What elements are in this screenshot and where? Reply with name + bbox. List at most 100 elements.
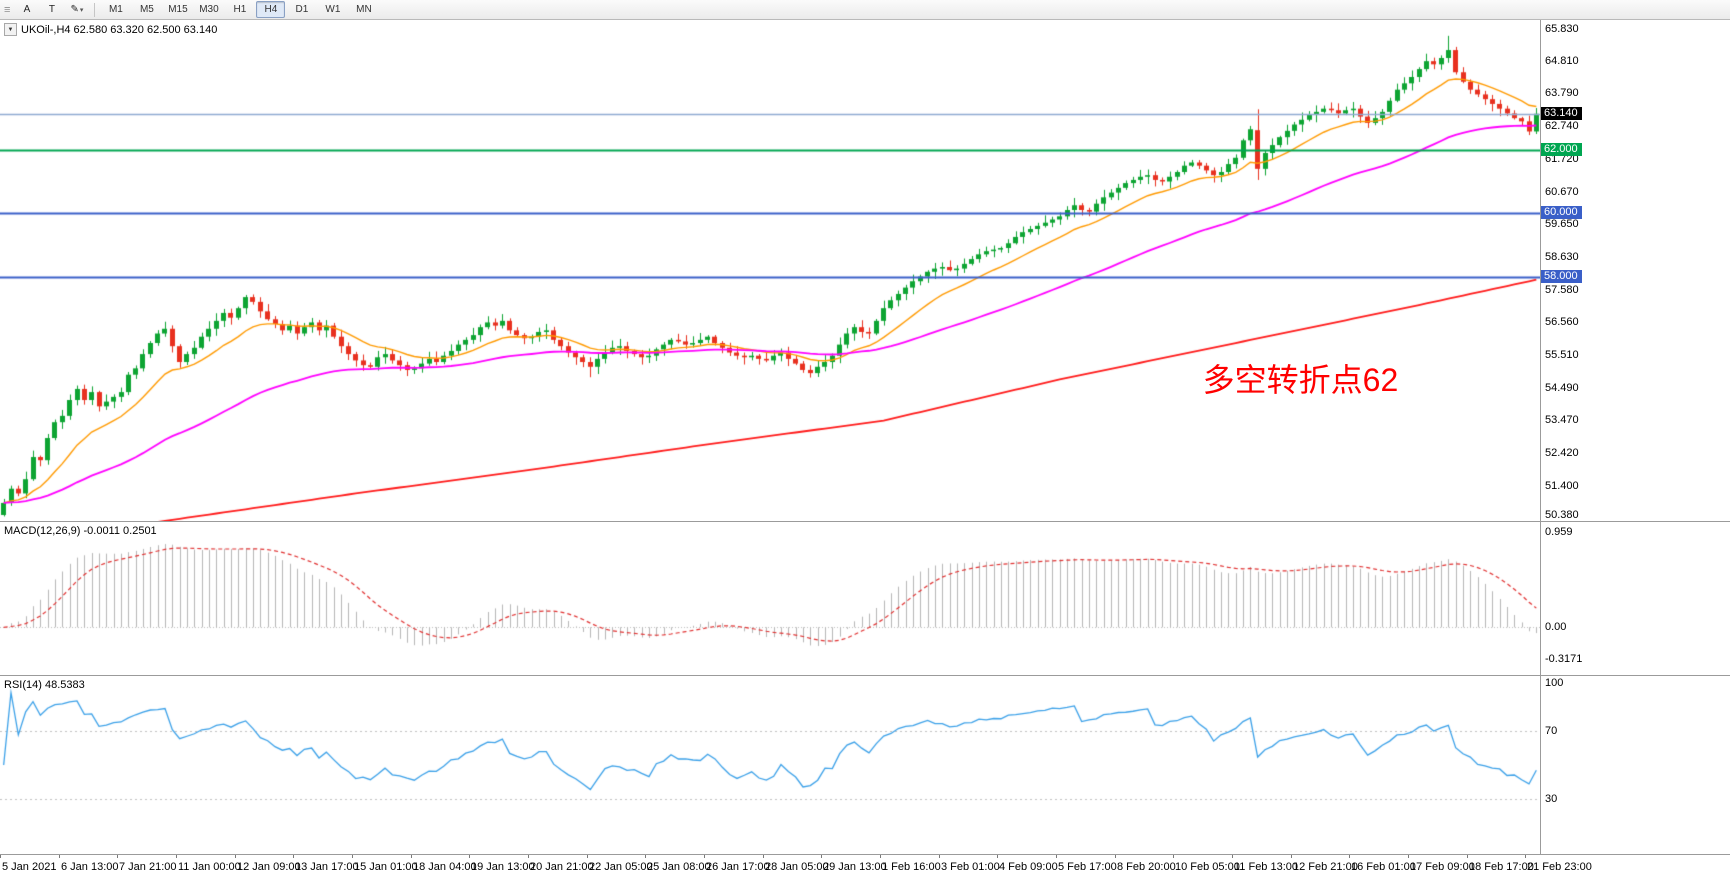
toolbar-grip-icon: ≡ [4, 3, 11, 16]
price-axis-label: 50.380 [1545, 509, 1579, 521]
macd-axis-label: -0.3171 [1545, 652, 1583, 665]
time-axis-label: 3 Feb 01:00 [941, 861, 1000, 873]
time-axis-label: 22 Jan 05:00 [589, 861, 653, 873]
time-axis-label: 13 Jan 17:00 [295, 861, 359, 873]
time-axis-label: 4 Feb 09:00 [999, 861, 1058, 873]
time-axis-label: 5 Feb 17:00 [1058, 861, 1117, 873]
dropdown-caret-icon: ▾ [79, 6, 84, 14]
time-axis-label: 5 Jan 2021 [2, 861, 57, 873]
macd-indicator-panel: MACD(12,26,9) -0.0011 0.2501 0.959 0.00 -0… [0, 522, 1730, 676]
time-axis-tick [411, 855, 412, 858]
macd-values: -0.0011 0.2501 [83, 525, 157, 537]
time-axis-label: 25 Jan 08:00 [647, 861, 711, 873]
time-axis-label: 8 Feb 20:00 [1117, 861, 1176, 873]
hline-price-badge: 62.000 [1541, 142, 1582, 156]
price-axis-label: 53.470 [1545, 413, 1579, 426]
hline-price-badge: 58.000 [1541, 269, 1582, 283]
chart-annotation-text[interactable]: 多空转折点62 [1202, 362, 1399, 399]
time-axis-tick [469, 855, 470, 858]
rsi-indicator-panel: RSI(14) 48.5383 100 70 30 [0, 676, 1730, 855]
timeframe-W1-button[interactable]: W1 [325, 4, 341, 15]
time-axis-label: 11 Feb 13:00 [1234, 861, 1299, 873]
cursor-tool-button[interactable]: A [23, 4, 31, 15]
time-axis-label: 12 Jan 09:00 [237, 861, 301, 873]
price-axis-label: 59.650 [1545, 218, 1579, 231]
time-axis-tick [704, 855, 705, 858]
time-axis-tick [645, 855, 646, 858]
timeframe-MN-button[interactable]: MN [356, 4, 372, 15]
pencil-icon: ✎ [70, 4, 79, 15]
timeframe-M5-button[interactable]: M5 [139, 4, 154, 15]
rsi-axis-label: 70 [1545, 725, 1558, 737]
timeframe-H1-button[interactable]: H1 [233, 4, 247, 15]
time-axis[interactable]: 5 Jan 2021 6 Jan 13:00 7 Jan 21:00 11 Jan 0… [0, 855, 1730, 878]
rsi-name: RSI(14) [4, 679, 42, 691]
time-axis-tick [1349, 855, 1350, 858]
price-axis-label: 51.400 [1545, 479, 1579, 492]
time-axis-tick [1056, 855, 1057, 858]
time-axis-label: 18 Feb 17:00 [1469, 861, 1534, 873]
hline-price-badge: 60.000 [1541, 206, 1582, 220]
time-axis-tick [1525, 855, 1526, 858]
macd-chart-canvas[interactable] [0, 522, 1540, 675]
symbol-ohlc-text: UKOil-,H4 62.580 63.320 62.500 63.140 [21, 23, 218, 36]
time-axis-tick [176, 855, 177, 858]
macd-axis[interactable]: 0.959 0.00 -0.3171 [1540, 522, 1730, 675]
price-axis-label: 52.420 [1545, 447, 1579, 460]
time-axis-tick [1115, 855, 1116, 858]
time-axis-tick [763, 855, 764, 858]
rsi-axis[interactable]: 100 70 30 [1540, 676, 1730, 854]
time-axis-tick [235, 855, 236, 858]
price-axis-label: 62.740 [1545, 120, 1579, 133]
text-tool-button[interactable]: T [48, 4, 55, 15]
timeframe-H4-button[interactable]: H4 [256, 1, 286, 18]
time-axis-tick [939, 855, 940, 858]
price-axis-label: 56.560 [1545, 316, 1579, 329]
price-axis-label: 58.630 [1545, 250, 1579, 263]
time-axis-label: 17 Feb 09:00 [1410, 861, 1475, 873]
price-axis-label: 57.580 [1545, 283, 1579, 296]
price-axis-label: 65.830 [1545, 22, 1579, 35]
rsi-value: 48.5383 [44, 679, 85, 691]
macd-axis-label: 0.959 [1545, 526, 1573, 539]
price-axis[interactable]: 65.830 64.810 63.790 62.740 61.720 60.670 59.6… [1540, 20, 1730, 521]
time-axis-label: 7 Jan 21:00 [119, 861, 177, 873]
time-axis-tick [0, 855, 1, 858]
time-axis-label: 26 Jan 17:00 [706, 861, 770, 873]
time-axis-tick [997, 855, 998, 858]
timeframe-M1-button[interactable]: M1 [108, 4, 123, 15]
time-axis-label: 29 Jan 13:00 [823, 861, 887, 873]
current-price-badge: 63.140 [1541, 106, 1582, 120]
time-axis-tick [1173, 855, 1174, 858]
time-axis-label: 15 Jan 01:00 [354, 861, 418, 873]
time-axis-label: 10 Feb 05:00 [1175, 861, 1240, 873]
symbol-ohlc-label: ▼ UKOil-,H4 62.580 63.320 62.500 63.140 [4, 23, 217, 36]
time-axis-label: 19 Jan 13:00 [471, 861, 535, 873]
top-toolbar: ≡ A T ✎ ▾ M1 M5 M15 M30 H1 H4 D1 W1 MN [0, 0, 1730, 20]
time-axis-tick [587, 855, 588, 858]
time-axis-tick [1467, 855, 1468, 858]
timeframe-M15-button[interactable]: M15 [168, 4, 188, 15]
price-axis-label: 63.790 [1545, 87, 1579, 100]
time-axis-tick [1408, 855, 1409, 858]
price-axis-label: 55.510 [1545, 349, 1579, 362]
macd-name: MACD(12,26,9) [4, 525, 81, 537]
macd-label: MACD(12,26,9) -0.0011 0.2501 [4, 525, 157, 537]
timeframe-D1-button[interactable]: D1 [295, 4, 309, 15]
time-axis-tick [117, 855, 118, 858]
time-axis-tick [1291, 855, 1292, 858]
draw-color-tool-button[interactable]: ✎ ▾ [64, 1, 89, 19]
time-axis-label: 28 Jan 05:00 [765, 861, 829, 873]
timeframe-M30-button[interactable]: M30 [199, 4, 219, 15]
time-axis-label: 6 Jan 13:00 [61, 861, 119, 873]
time-axis-label: 20 Jan 21:00 [530, 861, 594, 873]
collapse-chart-icon[interactable]: ▼ [4, 23, 17, 36]
candlestick-chart-canvas[interactable] [0, 20, 1540, 521]
time-axis-tick [528, 855, 529, 858]
rsi-label: RSI(14) 48.5383 [4, 679, 85, 691]
price-chart-panel: ▼ UKOil-,H4 62.580 63.320 62.500 63.140 … [0, 20, 1730, 522]
rsi-chart-canvas[interactable] [0, 676, 1540, 854]
time-axis-tick [59, 855, 60, 858]
time-axis-label: 12 Feb 21:00 [1293, 861, 1358, 873]
